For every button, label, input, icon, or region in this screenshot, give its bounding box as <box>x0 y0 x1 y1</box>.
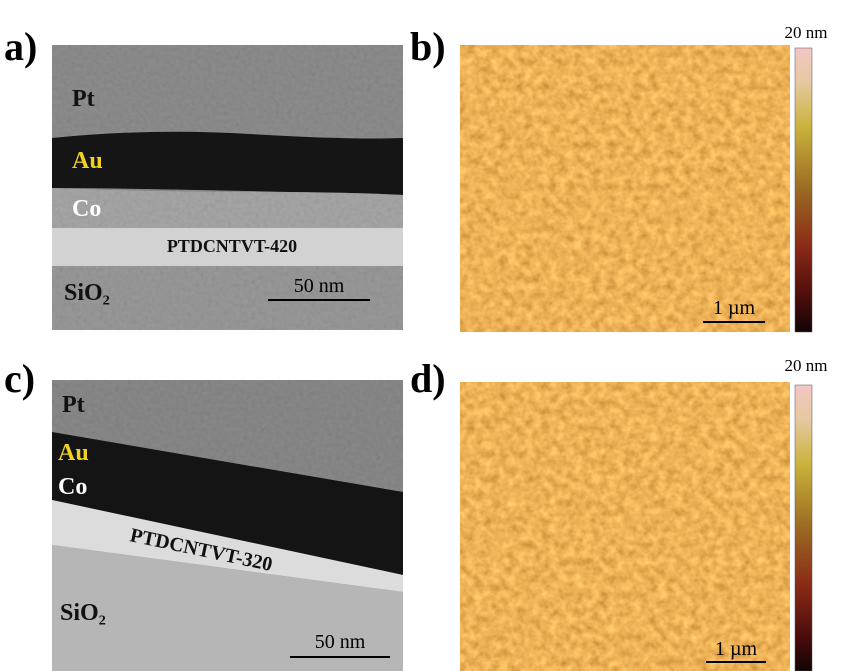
figure: a) Pt Au Co PTDCNTVT-420 SiO₂ 50 nm b) 2… <box>0 0 841 671</box>
layer-label: Co <box>58 474 87 500</box>
afm-image <box>460 382 790 671</box>
layer-label: Pt <box>62 392 85 418</box>
layer-label: SiO₂ <box>64 280 110 306</box>
panel-label: d) <box>410 356 446 401</box>
afm-image <box>460 45 790 332</box>
colorbar <box>795 385 812 671</box>
scale-bar-label: 1 µm <box>713 297 756 319</box>
scale-bar-label: 50 nm <box>294 275 345 297</box>
layer-label: Au <box>58 440 89 466</box>
colorbar-label: 20 nm <box>785 23 828 42</box>
colorbar-label: 20 nm <box>785 356 828 375</box>
layer-label: Pt <box>72 86 95 112</box>
scale-bar-label: 1 µm <box>715 638 758 660</box>
panel-label: c) <box>4 356 35 401</box>
layer-label: SiO₂ <box>60 600 106 626</box>
layer-label: Au <box>72 148 103 174</box>
layer-label: Co <box>72 196 101 222</box>
layer-label: PTDCNTVT-420 <box>167 236 297 256</box>
panel-label: a) <box>4 24 37 69</box>
scale-bar-label: 50 nm <box>315 631 366 653</box>
colorbar <box>795 48 812 332</box>
panel-label: b) <box>410 24 446 69</box>
tem-image <box>52 380 403 671</box>
